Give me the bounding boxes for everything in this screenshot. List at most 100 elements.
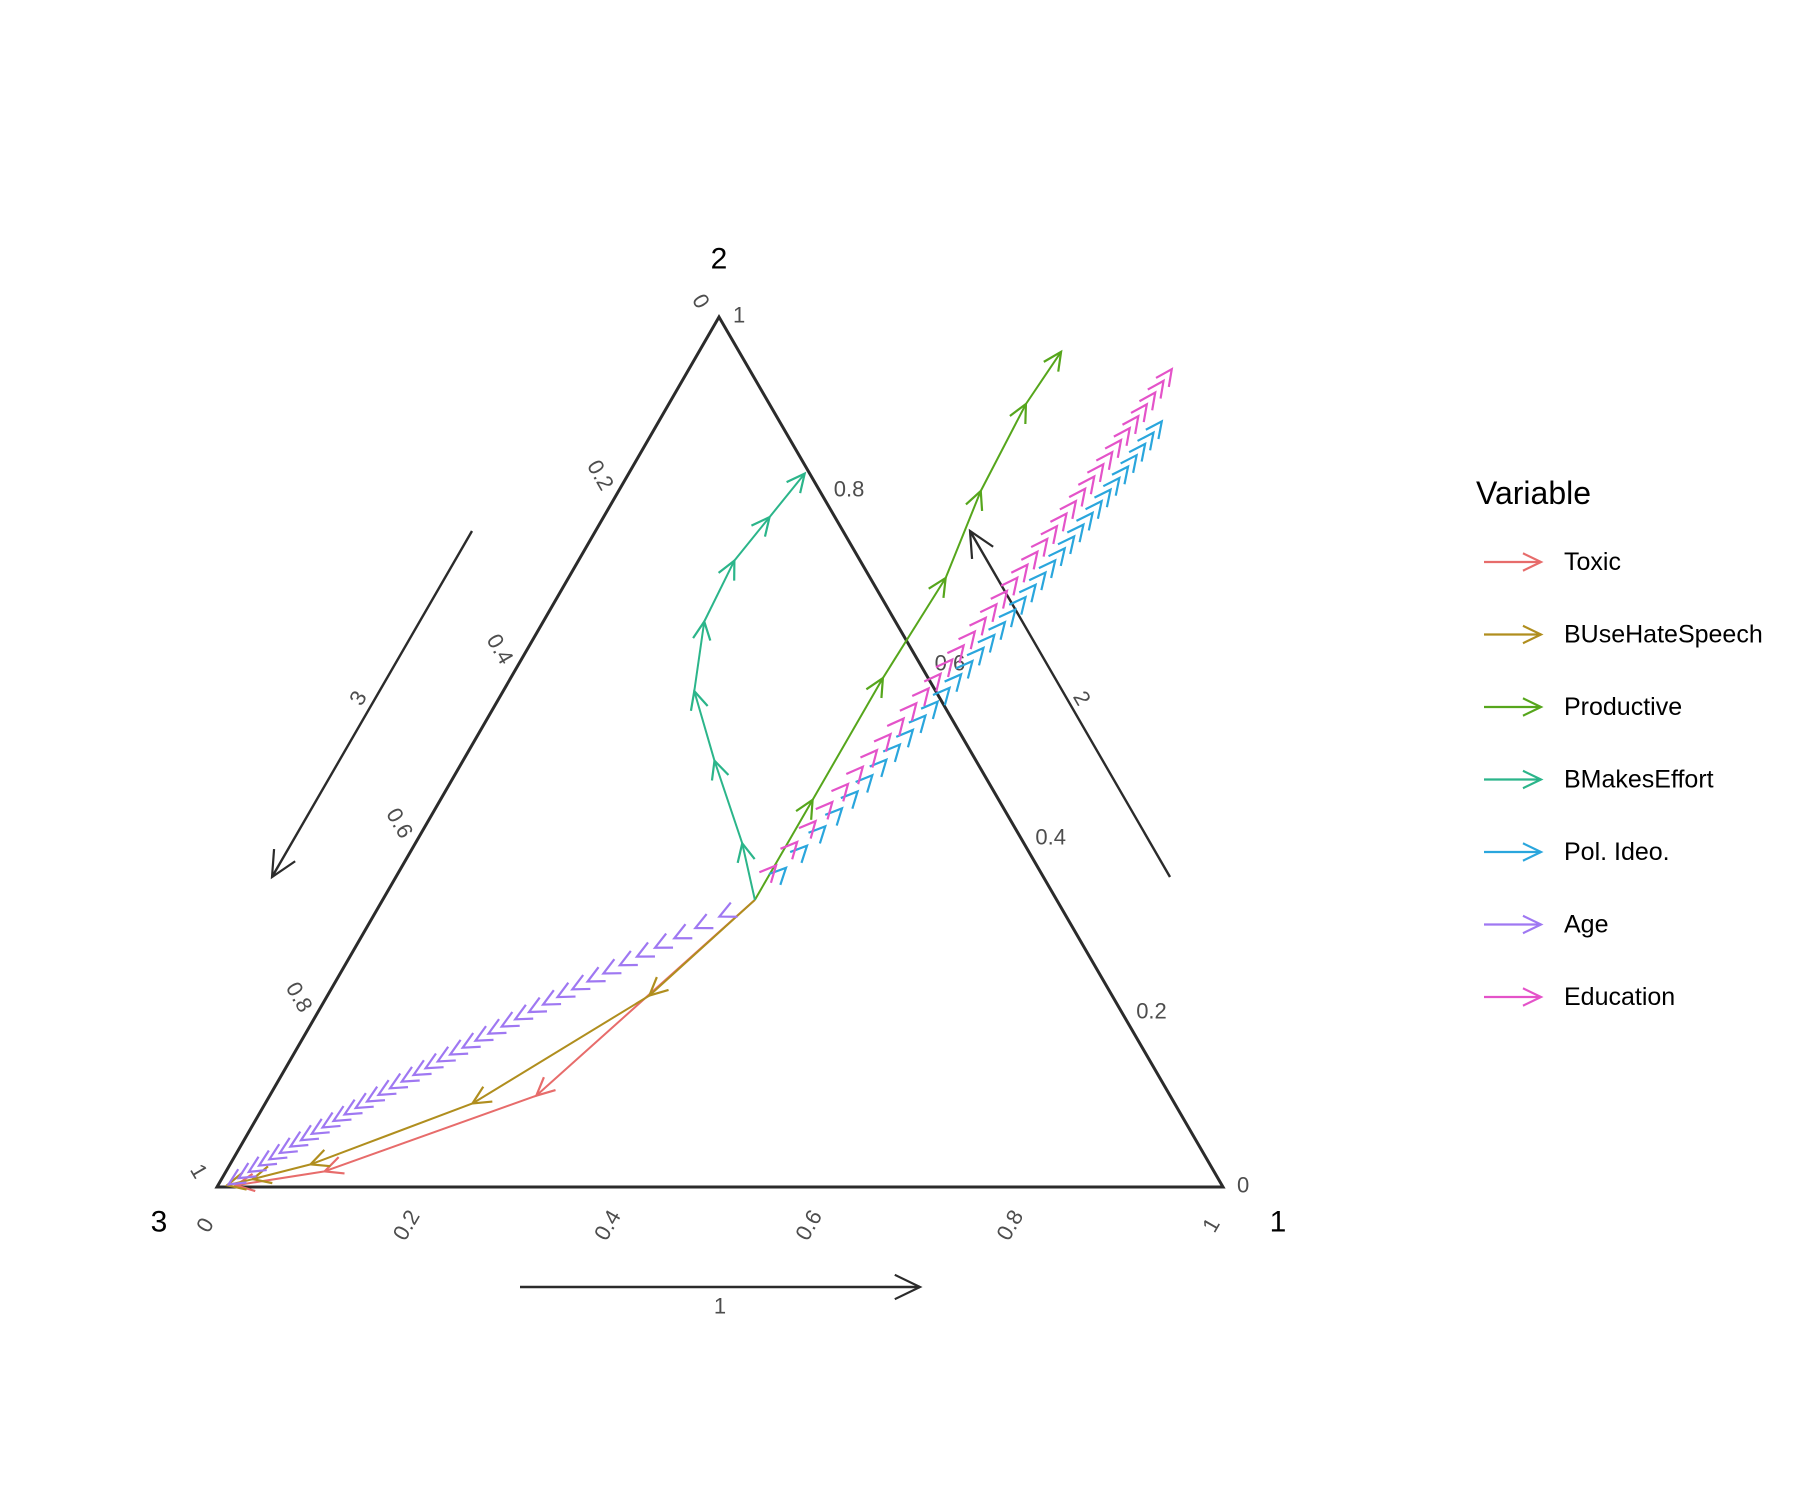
axis-3-tick-label: 1 [185, 1159, 213, 1182]
series-arrow-head [309, 1118, 330, 1136]
series-arrow-head [1075, 510, 1095, 531]
series-arrow-shaft [310, 1102, 473, 1166]
series-arrow-head [1028, 570, 1048, 591]
series-arrow-head [387, 1072, 409, 1090]
series-arrow-head [958, 629, 977, 650]
series-arrow-head [935, 657, 954, 678]
series-education [758, 367, 1174, 884]
ternary-triangle [214, 314, 1226, 1189]
series-arrow-head [1048, 546, 1067, 567]
series-arrow-head [1155, 367, 1174, 388]
series-arrow-shaft [944, 490, 982, 579]
legend-key-arrow-head [1522, 624, 1544, 645]
axis-2-tick-label: 1 [733, 303, 745, 328]
series-toxic [233, 899, 756, 1193]
series-arrow-head [1049, 511, 1068, 532]
axis-1-tick-label: 0 [191, 1213, 219, 1236]
axis-3-direction-arrow [270, 530, 474, 880]
axis-3-tick-label: 0.2 [582, 456, 619, 495]
legend-label: Productive [1564, 693, 1682, 721]
legend-key-arrow-head [1522, 987, 1544, 1007]
series-arrow-head [865, 675, 885, 699]
series-arrow-head [855, 773, 875, 793]
axis-2-title: 2 [1068, 686, 1096, 709]
series-arrow-shaft [713, 760, 744, 844]
legend-label: BUseHateSpeech [1564, 621, 1763, 649]
series-arrow-head [946, 643, 966, 664]
series-arrow-head [672, 923, 693, 940]
series-arrow-head [1068, 486, 1087, 507]
series-arrow-head [540, 989, 562, 1006]
series-arrow [754, 797, 814, 901]
series-arrow-head [555, 982, 576, 999]
series-arrow-head [955, 659, 975, 679]
series-arrow-head [1137, 430, 1155, 451]
series-arrow-head [601, 958, 622, 975]
legend-key-arrow [1484, 914, 1544, 935]
axis-2-tick-label: 0.4 [1035, 825, 1066, 850]
legend-label: BMakesEffort [1564, 766, 1714, 794]
series-arrow-head [364, 1085, 386, 1103]
series-arrow-shaft [324, 1094, 537, 1173]
series-arrow-shaft [754, 799, 814, 901]
legend-label: Education [1564, 983, 1675, 1011]
legend-key-arrow [1484, 624, 1544, 645]
legend-key-arrow-head [1522, 769, 1544, 790]
legend-item: Productive [1484, 693, 1682, 721]
series-arrow-head [526, 996, 548, 1014]
legend-key-arrow-head [1522, 842, 1544, 862]
legend-key-arrow-head [1522, 552, 1544, 572]
legend-label: Toxic [1564, 548, 1621, 576]
legend-item: Pol. Ideo. [1484, 838, 1670, 866]
axis-1-tick-label: 1 [1197, 1213, 1225, 1236]
series-arrow [308, 1102, 473, 1168]
series-arrow-head [435, 1046, 456, 1063]
legend-label: Pol. Ideo. [1564, 838, 1670, 866]
series-arrow-head [320, 1111, 341, 1129]
axis-1-direction-arrow-head [894, 1273, 923, 1301]
series-arrow [710, 758, 744, 844]
series-arrow-head [236, 1162, 257, 1180]
series-arrow-head [845, 764, 865, 785]
series-arrow-head [1043, 349, 1063, 372]
vertex-label-3: 3 [151, 1206, 168, 1239]
series-arrow-head [1086, 462, 1105, 483]
series-arrow-head [979, 602, 999, 623]
axis-3-tick-label: 0.6 [381, 804, 418, 843]
axis-3-title: 3 [344, 686, 372, 709]
series-arrow-head [1030, 536, 1049, 557]
axis-2-direction-arrow [968, 528, 1172, 878]
series-arrow-head [908, 713, 928, 734]
series-arrow-head [473, 1025, 494, 1042]
series-arrow-shaft [741, 843, 756, 901]
series-arrow-head [1040, 524, 1059, 545]
legend-item: BMakesEffort [1484, 766, 1714, 794]
series-arrow-head [899, 701, 918, 722]
series-arrow [733, 515, 772, 562]
vertex-label-1: 1 [1270, 1206, 1287, 1239]
series-arrow-head [1104, 438, 1123, 459]
series-arrow-head [1085, 499, 1104, 520]
series-bmakeseffort [689, 471, 807, 901]
series-arrow-head [1102, 476, 1121, 496]
vertex-label-2: 2 [711, 243, 728, 276]
axis-2-tick-label: 0.2 [1136, 999, 1167, 1024]
series-arrow-head [486, 1018, 507, 1035]
series-arrow-head [331, 1105, 352, 1123]
series-arrow-head [920, 699, 940, 720]
series-arrow-head [256, 1149, 278, 1167]
series-arrow-head [977, 633, 996, 653]
series-arrow-head [1010, 562, 1029, 583]
axis-1-direction-arrow [520, 1273, 923, 1301]
series-arrow-head [869, 757, 889, 778]
series-arrow-head [399, 1066, 420, 1083]
axis-2-tick-label: 0.8 [834, 477, 865, 502]
series-age [226, 901, 738, 1186]
legend-key-arrow [1484, 552, 1544, 572]
legend-key-arrow [1484, 987, 1544, 1007]
series-arrow-head [342, 1098, 363, 1116]
series-arrow-head [1066, 522, 1086, 543]
legend: Variable Toxic BUseHateSpeech Productive BMa… [1476, 475, 1763, 1011]
series-arrow-head [1120, 453, 1139, 474]
